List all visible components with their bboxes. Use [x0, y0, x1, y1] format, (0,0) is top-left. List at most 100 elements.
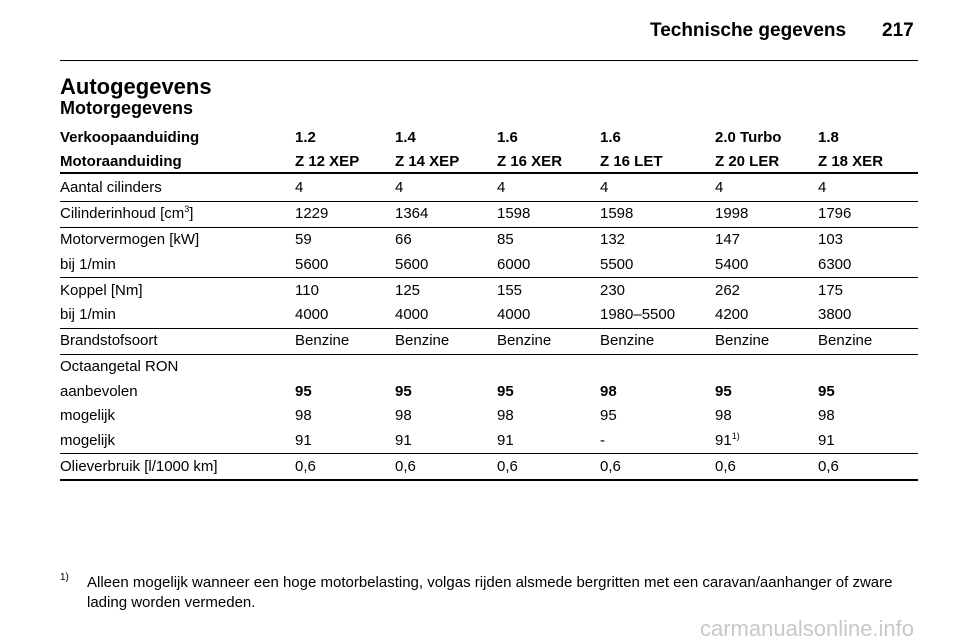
value-cell: 0,6 — [818, 457, 839, 475]
value-cell: 1598 — [497, 205, 531, 222]
value-cell: Benzine — [600, 332, 655, 349]
value-cell: 262 — [715, 281, 741, 299]
value-cell: Benzine — [715, 332, 770, 349]
value-cell: 91 — [295, 431, 312, 449]
value-cell: Benzine — [295, 332, 350, 349]
value-cell: 1364 — [395, 205, 429, 222]
cell-text: ] — [189, 205, 194, 222]
value-cell: 4 — [497, 179, 506, 196]
value-cell: 175 — [818, 281, 844, 299]
value-cell: Benzine — [497, 332, 552, 349]
value-cell: 4000 — [395, 306, 429, 323]
subheading: Motorgegevens — [60, 98, 194, 118]
value-cell: 1796 — [818, 205, 852, 222]
page-number: 217 — [882, 20, 914, 41]
header-cell: 1.2 — [295, 129, 316, 146]
row-label: bij 1/min — [60, 255, 116, 273]
rule — [60, 453, 918, 454]
row-label: Motorvermogen [kW] — [60, 231, 200, 248]
value-cell: 95 — [497, 382, 514, 400]
value-cell: 91 — [395, 431, 412, 449]
value-cell: 230 — [600, 281, 626, 299]
footnote-text: Alleen mogelijk wanneer een hoge motorbe… — [87, 574, 893, 611]
header-title: Technische gegevens — [650, 20, 847, 41]
header-cell: Z 16 XER — [497, 153, 563, 170]
row-label: Olieverbruik [l/1000 km] — [60, 457, 218, 475]
value-cell: 91 — [818, 431, 835, 449]
header-cell: 1.6 — [600, 129, 621, 146]
footnote-marker: 1) — [60, 572, 69, 583]
value-cell: 95 — [715, 382, 732, 400]
value-cell: 4000 — [295, 306, 329, 323]
header-cell: 1.6 — [497, 129, 518, 146]
value-cell: 98 — [295, 407, 312, 424]
value-cell: 0,6 — [295, 457, 316, 475]
watermark: carmanualsonline.info — [700, 616, 915, 641]
value-cell: 1229 — [295, 205, 329, 222]
value-cell: 85 — [497, 231, 514, 248]
value-cell: 147 — [715, 231, 741, 248]
rule — [60, 353, 918, 355]
header-cell: Z 20 LER — [715, 153, 780, 170]
value-cell: 4000 — [497, 306, 531, 323]
rule — [60, 226, 918, 228]
value-cell: 5600 — [295, 255, 329, 273]
superscript: 3 — [184, 204, 190, 214]
value-cell: 98 — [600, 382, 617, 400]
value-cell: 95 — [395, 382, 412, 400]
value-cell: 0,6 — [395, 457, 416, 475]
value-cell: 110 — [295, 281, 319, 299]
header-cell: Verkoopaanduiding — [60, 129, 200, 146]
value-cell: 4 — [818, 179, 827, 196]
superscript: 1) — [731, 430, 740, 441]
value-cell: 98 — [395, 407, 412, 424]
cell-text: 91 — [715, 431, 732, 449]
value-cell: 5500 — [600, 255, 634, 273]
header-cell: Motoraanduiding — [60, 153, 182, 170]
value-cell: 66 — [395, 231, 412, 248]
value-cell: 4 — [715, 179, 724, 196]
value-cell: 98 — [715, 407, 732, 424]
value-cell: 95 — [295, 382, 312, 400]
value-cell: 4200 — [715, 306, 749, 323]
value-cell: 1998 — [715, 205, 749, 222]
rule — [60, 327, 918, 329]
header-cell: 1.4 — [395, 129, 416, 146]
rule — [60, 479, 918, 481]
value-cell: 1980–5500 — [600, 306, 676, 323]
header-cell: 2.0 Turbo — [715, 129, 782, 146]
value-cell: 6300 — [818, 255, 852, 273]
value-cell: 911) — [715, 429, 740, 453]
header-cell: Z 18 XER — [818, 153, 884, 170]
header-cell: Z 12 XEP — [295, 153, 360, 170]
value-cell: 0,6 — [497, 457, 518, 475]
row-label: mogelijk — [60, 407, 116, 424]
value-cell: 3800 — [818, 306, 852, 323]
value-cell: 0,6 — [600, 457, 621, 475]
value-cell: 91 — [497, 431, 514, 449]
value-cell: 125 — [395, 281, 421, 299]
header-cell: Z 14 XEP — [395, 153, 460, 170]
value-cell: 4 — [600, 179, 609, 196]
value-cell: 155 — [497, 281, 523, 299]
value-cell: 5400 — [715, 255, 749, 273]
row-label: Octaangetal RON — [60, 358, 179, 375]
row-label: bij 1/min — [60, 306, 116, 323]
cell-text: Cilinderinhoud [cm — [60, 205, 185, 222]
row-label: Aantal cilinders — [60, 179, 162, 196]
value-cell: 4 — [295, 179, 304, 196]
row-label: aanbevolen — [60, 382, 138, 400]
value-cell: 59 — [295, 231, 312, 248]
rule — [60, 200, 918, 202]
header-cell: 1.8 — [818, 129, 839, 146]
value-cell: 103 — [818, 231, 844, 248]
value-cell: - — [600, 431, 605, 449]
rule — [60, 277, 918, 278]
value-cell: Benzine — [395, 332, 450, 349]
value-cell: 98 — [818, 407, 835, 424]
rule — [60, 172, 918, 174]
value-cell: 0,6 — [715, 457, 736, 475]
row-label: Cilinderinhoud [cm3] — [60, 202, 193, 226]
value-cell: 5600 — [395, 255, 429, 273]
